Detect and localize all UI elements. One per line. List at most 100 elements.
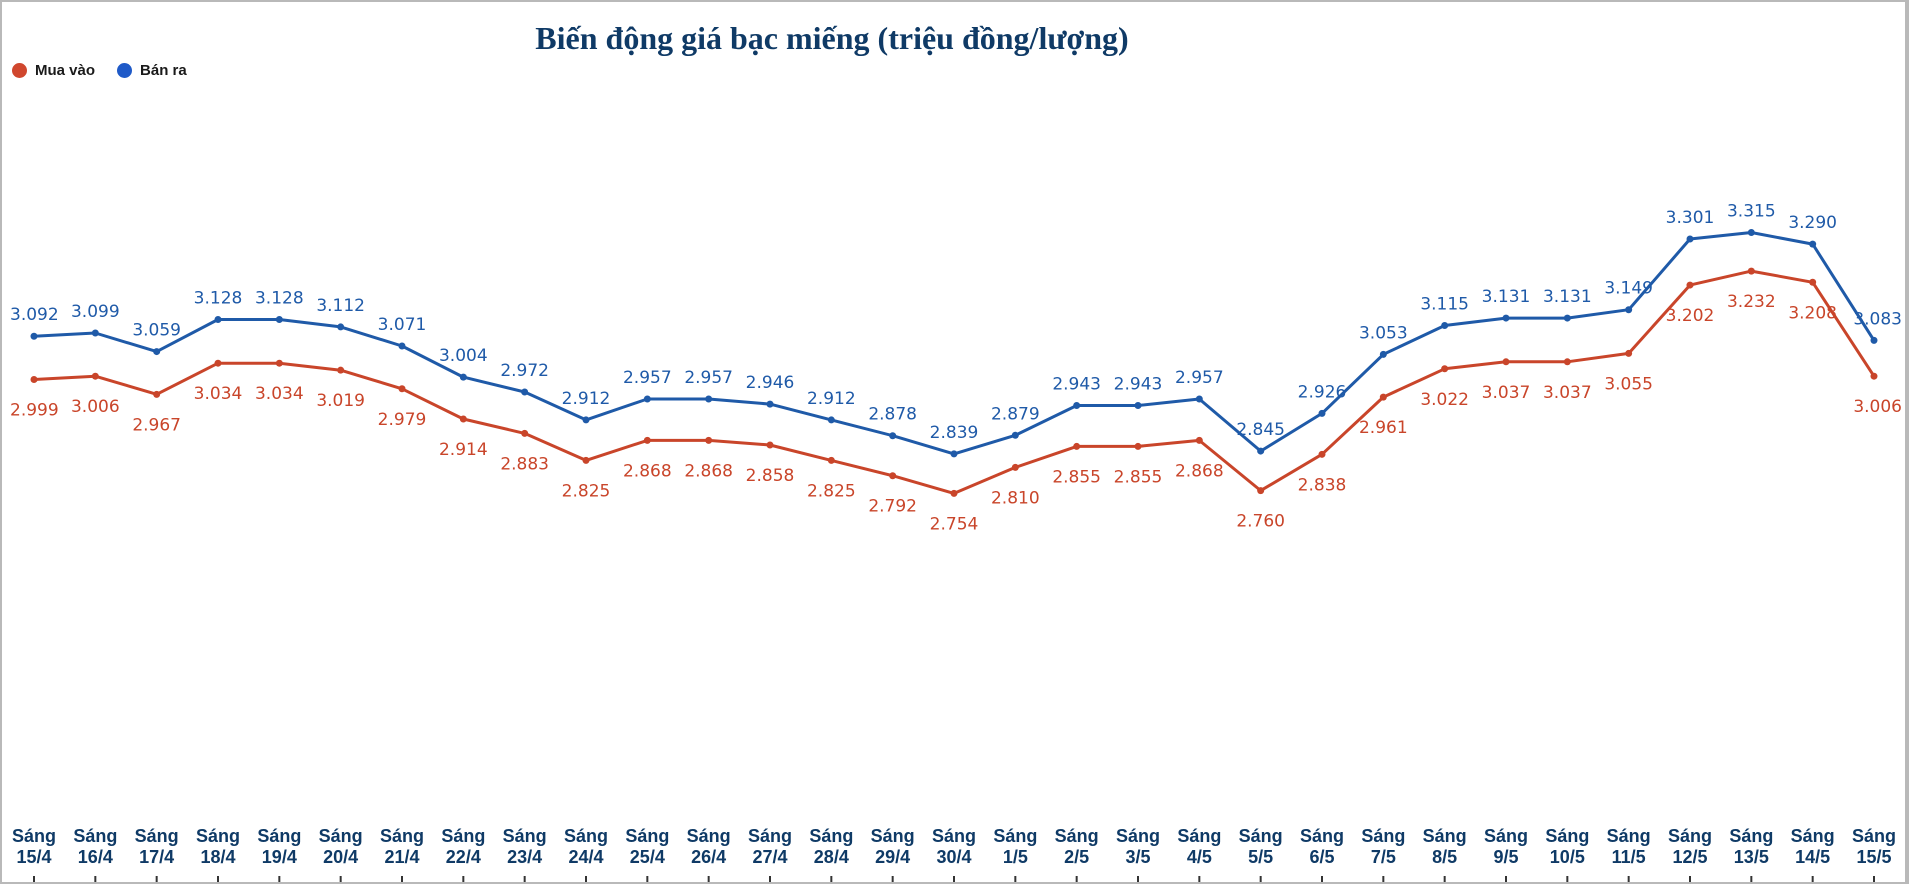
data-point-sell	[1318, 409, 1326, 417]
x-axis-ticks: Sáng 15/4 Sáng 16/4 Sáng 17/4 Sáng 18/4 Sáng 19/4…	[12, 826, 1896, 882]
data-label-sell: 2.957	[1175, 368, 1224, 388]
data-point-sell	[889, 432, 897, 440]
data-label-buy: 2.825	[807, 481, 856, 501]
x-tick-label: Sáng 12/5	[1668, 826, 1712, 867]
x-tick-label: Sáng 27/4	[748, 826, 792, 867]
data-point-sell	[30, 332, 38, 340]
x-tick-label: Sáng 26/4	[687, 826, 731, 867]
legend-item-sell: Bán ra	[117, 62, 187, 79]
data-label-buy: 2.868	[623, 461, 672, 481]
data-point-buy	[1809, 278, 1817, 286]
data-point-sell	[1809, 240, 1817, 248]
legend-label-buy: Mua vào	[35, 62, 96, 79]
data-point-buy	[1870, 372, 1878, 380]
data-label-sell: 3.128	[255, 288, 304, 308]
legend-item-buy: Mua vào	[12, 62, 95, 79]
series-line-sell	[33, 231, 1876, 456]
data-point-sell	[1011, 431, 1019, 439]
x-tick-label: Sáng 30/4	[932, 826, 976, 867]
data-label-buy: 2.914	[439, 440, 488, 460]
data-label-buy: 2.810	[991, 488, 1040, 508]
data-point-buy	[705, 436, 713, 444]
data-label-sell: 3.301	[1666, 208, 1715, 228]
data-label-sell: 3.092	[10, 305, 59, 325]
data-point-buy	[1318, 450, 1326, 458]
x-tick-label: Sáng 11/5	[1607, 826, 1651, 867]
x-tick-label: Sáng 13/5	[1729, 826, 1773, 867]
x-tick-label: Sáng 15/4	[12, 826, 56, 867]
data-label-buy: 2.883	[500, 454, 549, 474]
data-label-buy: 2.961	[1359, 418, 1408, 438]
chart-title: Biến động giá bạc miếng (triệu đồng/lượn…	[535, 20, 1129, 56]
data-label-sell: 2.946	[746, 373, 795, 393]
series-line-buy	[33, 269, 1876, 495]
data-label-buy: 2.999	[10, 400, 59, 420]
data-point-buy	[1502, 358, 1510, 366]
x-tick-label: Sáng 7/5	[1361, 826, 1405, 867]
data-point-sell	[275, 315, 283, 323]
data-point-buy	[275, 359, 283, 367]
data-point-sell	[1073, 402, 1081, 410]
data-label-buy: 2.838	[1298, 475, 1347, 495]
legend-swatch-buy	[12, 63, 27, 78]
data-point-sell	[1502, 314, 1510, 322]
data-label-buy: 3.037	[1543, 383, 1592, 403]
data-point-buy	[153, 390, 161, 398]
data-label-sell: 3.290	[1788, 213, 1837, 233]
data-point-buy	[889, 472, 897, 480]
x-tick-label: Sáng 20/4	[319, 826, 363, 867]
data-point-sell	[153, 348, 161, 356]
x-tick-label: Sáng 8/5	[1423, 826, 1467, 867]
data-point-buy	[827, 456, 835, 464]
data-point-buy	[91, 372, 99, 380]
data-label-buy: 3.037	[1482, 383, 1531, 403]
data-point-buy	[1379, 393, 1387, 401]
data-label-buy: 3.022	[1420, 390, 1469, 410]
x-tick-label: Sáng 4/5	[1177, 826, 1221, 867]
legend-label-sell: Bán ra	[140, 62, 187, 79]
x-tick-label: Sáng 24/4	[564, 826, 608, 867]
data-point-sell	[766, 400, 774, 408]
data-point-buy	[1441, 365, 1449, 373]
data-point-sell	[521, 388, 529, 396]
data-label-sell: 2.943	[1114, 375, 1163, 395]
data-point-sell	[1441, 322, 1449, 330]
x-tick-label: Sáng 25/4	[625, 826, 669, 867]
data-point-sell	[459, 373, 467, 381]
data-label-buy: 2.967	[132, 415, 181, 435]
data-label-sell: 2.926	[1298, 382, 1347, 402]
data-label-buy: 2.868	[684, 461, 733, 481]
data-label-buy: 3.006	[1853, 397, 1902, 417]
x-tick-label: Sáng 23/4	[503, 826, 547, 867]
data-label-buy: 2.760	[1236, 512, 1285, 532]
x-tick-label: Sáng 10/5	[1545, 826, 1589, 867]
x-tick-label: Sáng 2/5	[1055, 826, 1099, 867]
data-point-sell	[1625, 306, 1633, 314]
data-label-sell: 3.128	[194, 288, 243, 308]
data-point-buy	[30, 375, 38, 383]
data-point-buy	[1563, 358, 1571, 366]
data-label-sell: 3.149	[1604, 279, 1653, 299]
data-label-sell: 2.943	[1052, 375, 1101, 395]
data-point-buy	[1686, 281, 1694, 289]
data-point-sell	[398, 342, 406, 350]
x-tick-label: Sáng 6/5	[1300, 826, 1344, 867]
data-point-sell	[950, 450, 958, 458]
x-tick-label: Sáng 19/4	[257, 826, 301, 867]
data-label-sell: 3.115	[1420, 295, 1469, 315]
data-point-sell	[643, 395, 651, 403]
data-label-sell: 2.878	[868, 405, 917, 425]
x-tick-label: Sáng 16/4	[73, 826, 117, 867]
data-label-sell: 3.315	[1727, 202, 1776, 222]
data-label-buy: 2.858	[746, 466, 795, 486]
data-label-sell: 3.004	[439, 346, 488, 366]
data-point-buy	[398, 385, 406, 393]
data-label-sell: 2.912	[807, 389, 856, 409]
x-tick-label: Sáng 5/5	[1239, 826, 1283, 867]
x-tick-label: Sáng 1/5	[993, 826, 1037, 867]
data-label-buy: 2.855	[1052, 467, 1101, 487]
data-point-buy	[214, 359, 222, 367]
data-point-buy	[1625, 349, 1633, 357]
data-label-sell: 2.912	[562, 389, 611, 409]
